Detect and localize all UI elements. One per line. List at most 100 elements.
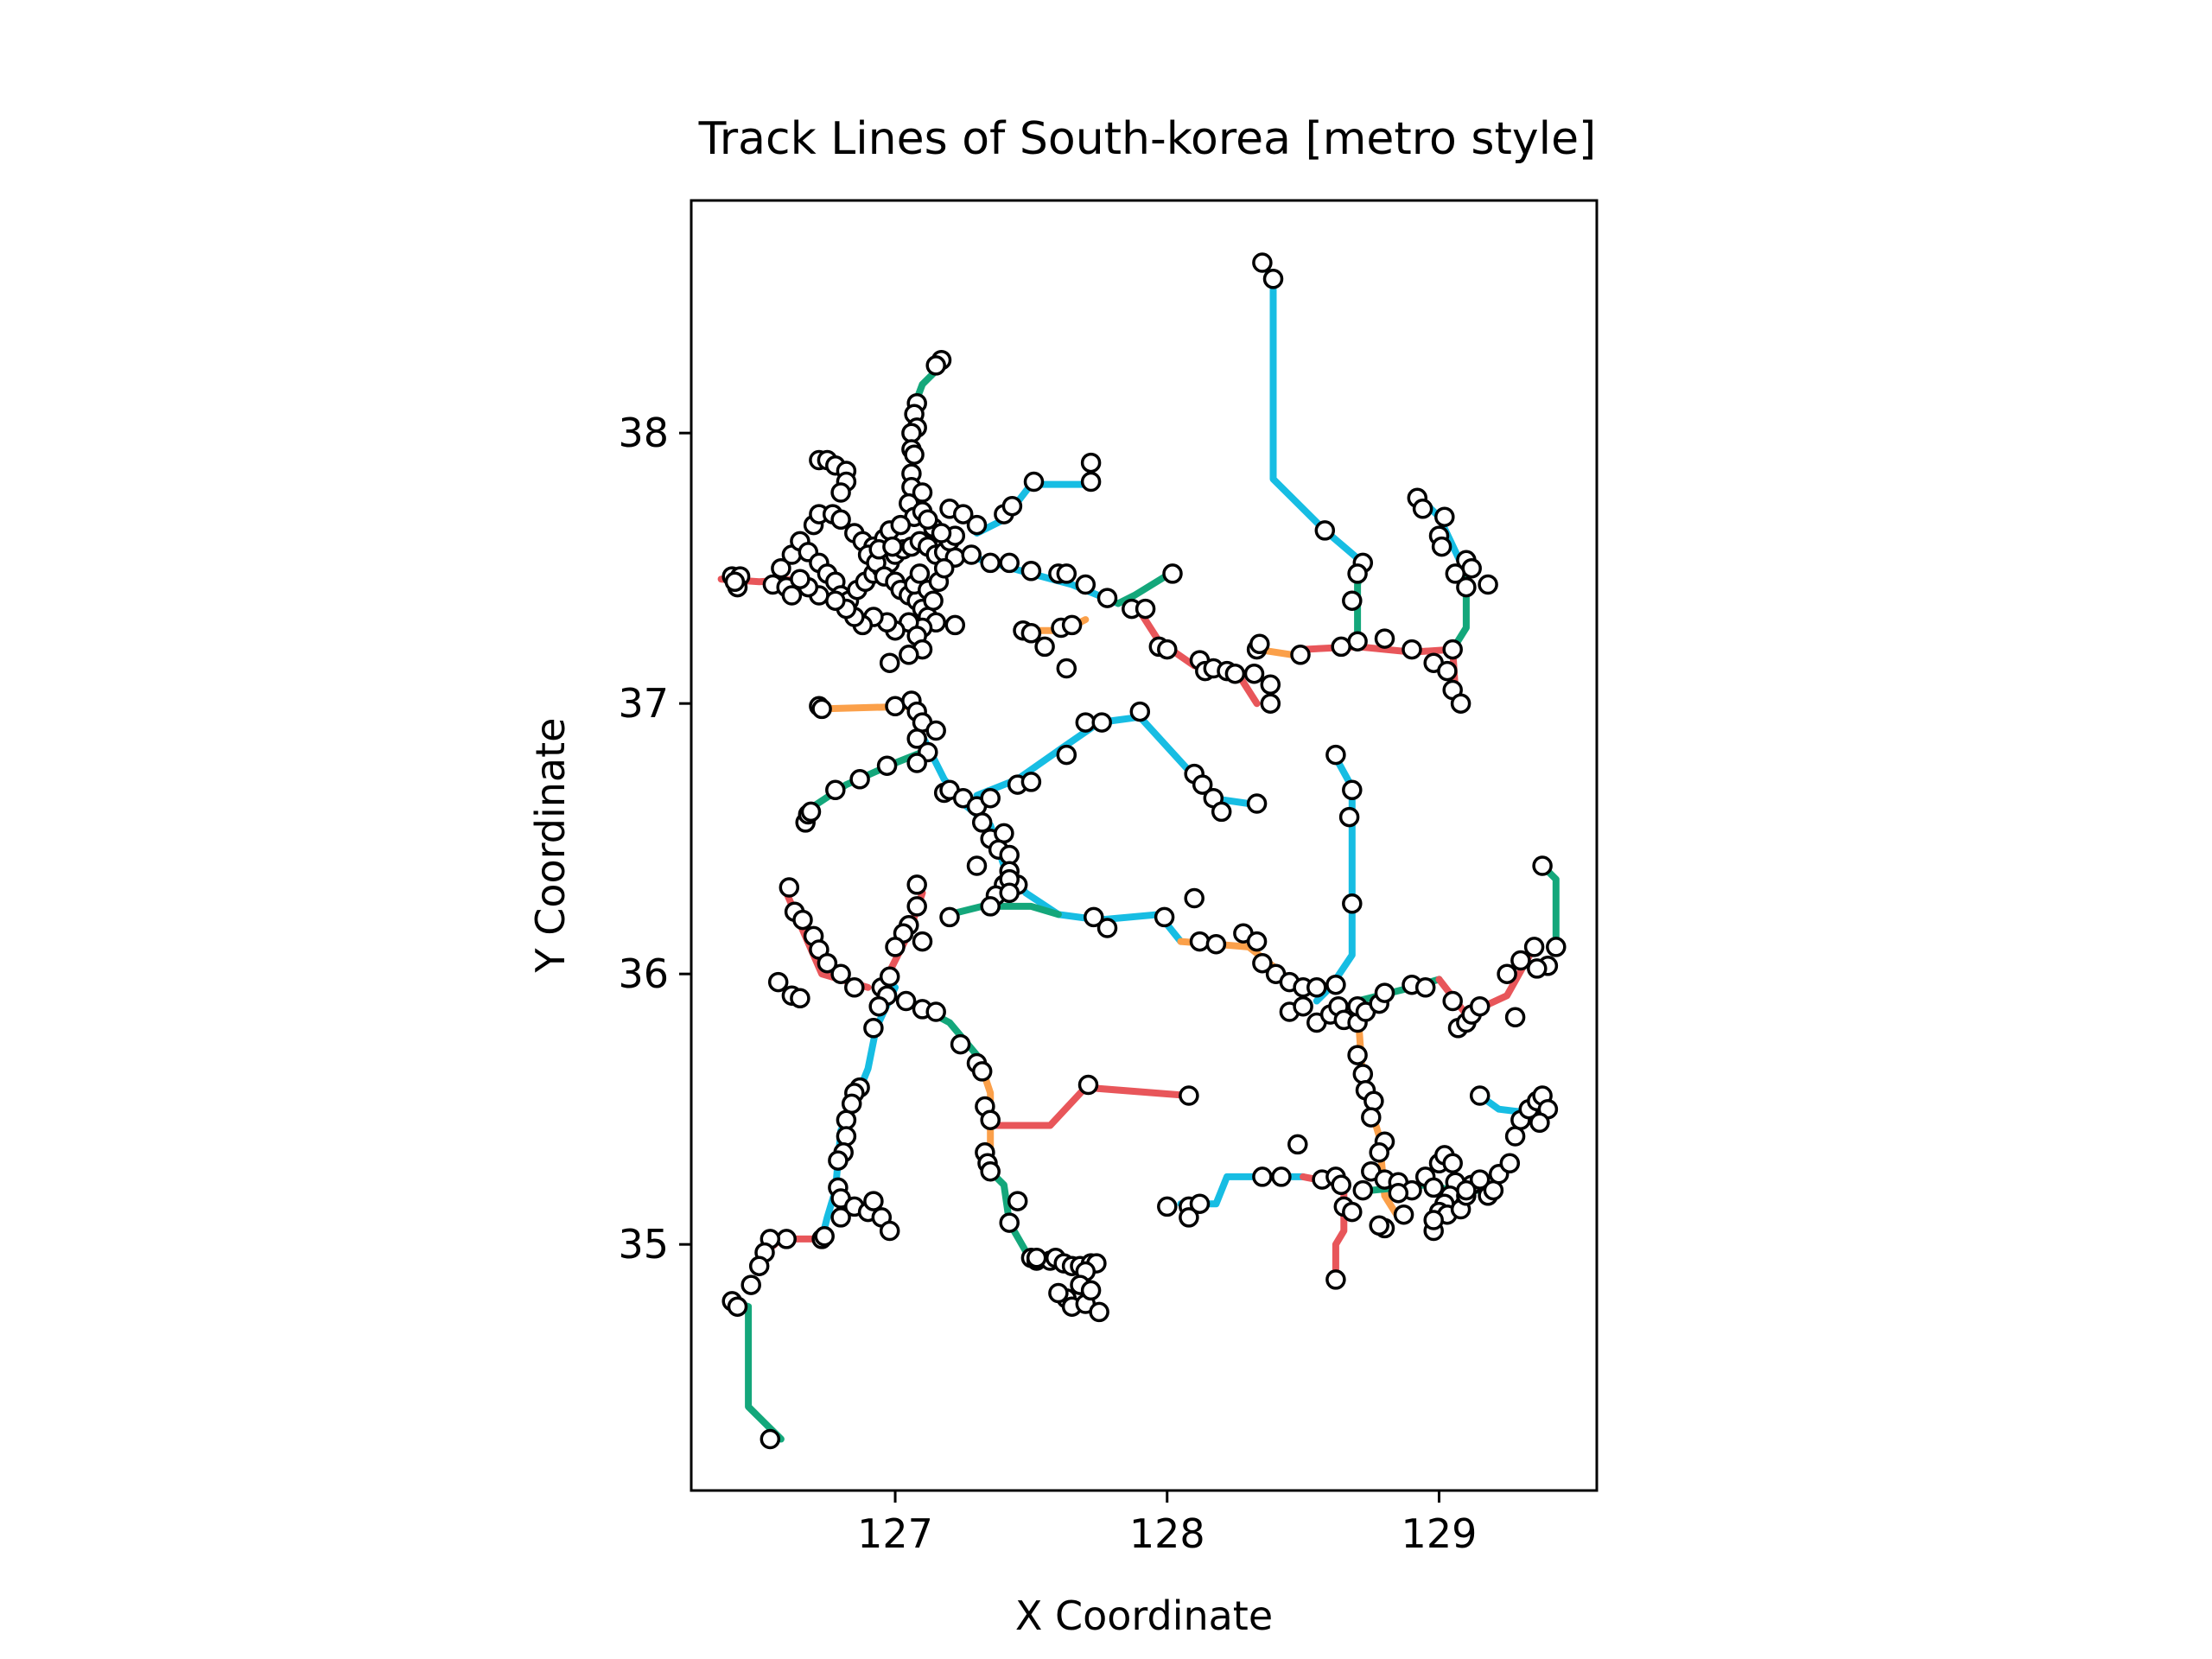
station-marker bbox=[1080, 471, 1102, 493]
station-marker bbox=[1412, 499, 1433, 519]
station-marker bbox=[1056, 658, 1077, 679]
station-marker bbox=[1369, 1142, 1389, 1163]
y-tick-label: 36 bbox=[618, 950, 669, 997]
station-marker bbox=[868, 995, 889, 1017]
station-marker bbox=[918, 509, 938, 531]
station-marker bbox=[1414, 977, 1436, 998]
station-marker bbox=[1154, 906, 1175, 928]
station-marker bbox=[1205, 933, 1227, 955]
x-axis: 127 128 129 bbox=[857, 1491, 1477, 1557]
station-marker bbox=[971, 1061, 993, 1082]
station-marker bbox=[1342, 590, 1363, 611]
station-marker bbox=[980, 787, 1001, 809]
station-marker bbox=[994, 823, 1014, 844]
station-marker bbox=[1342, 893, 1363, 914]
station-marker bbox=[1347, 563, 1368, 584]
station-marker bbox=[879, 966, 900, 988]
station-marker bbox=[1157, 1196, 1178, 1217]
station-marker bbox=[1461, 557, 1482, 579]
station-marker bbox=[1504, 1007, 1526, 1028]
station-marker bbox=[1129, 701, 1151, 722]
station-marker bbox=[1434, 506, 1455, 527]
station-marker bbox=[925, 1001, 946, 1022]
station-marker bbox=[1084, 906, 1104, 928]
y-tick-label: 38 bbox=[618, 410, 669, 456]
station-marker bbox=[1061, 614, 1083, 636]
station-marker bbox=[961, 544, 982, 565]
station-marker bbox=[1001, 495, 1023, 517]
station-marker bbox=[863, 1018, 884, 1039]
station-marker bbox=[814, 1226, 835, 1247]
axes-background bbox=[691, 200, 1597, 1491]
station-marker bbox=[1179, 1085, 1199, 1106]
station-marker bbox=[1342, 779, 1363, 801]
station-marker bbox=[950, 1033, 971, 1055]
station-marker bbox=[1532, 855, 1553, 876]
station-marker bbox=[1075, 574, 1096, 595]
station-marker bbox=[980, 552, 1001, 574]
station-marker bbox=[1192, 774, 1213, 795]
station-marker bbox=[800, 801, 822, 823]
x-axis-label: X Coordinate bbox=[1015, 1592, 1273, 1639]
station-marker bbox=[1179, 1207, 1199, 1228]
station-marker bbox=[1184, 887, 1205, 909]
station-marker bbox=[1388, 1182, 1409, 1204]
station-marker bbox=[1483, 1179, 1504, 1201]
station-marker bbox=[1347, 631, 1368, 652]
station-marker bbox=[1260, 674, 1281, 696]
station-marker bbox=[925, 355, 946, 376]
station-marker bbox=[1293, 995, 1313, 1017]
station-marker bbox=[906, 728, 927, 749]
station-marker bbox=[781, 585, 803, 606]
x-tick-label: 127 bbox=[857, 1510, 933, 1557]
station-marker bbox=[844, 977, 865, 998]
station-marker bbox=[760, 1428, 781, 1450]
station-marker bbox=[1402, 639, 1422, 660]
station-marker bbox=[830, 1207, 851, 1228]
station-marker bbox=[1369, 1215, 1389, 1236]
station-marker bbox=[771, 557, 791, 579]
station-marker bbox=[849, 769, 870, 790]
station-marker bbox=[836, 1126, 857, 1147]
track-line-green-11 bbox=[1115, 569, 1173, 607]
station-marker bbox=[1089, 1301, 1109, 1323]
station-marker bbox=[1056, 563, 1077, 584]
station-marker bbox=[939, 906, 960, 928]
station-marker bbox=[1499, 1153, 1521, 1174]
station-marker bbox=[980, 1109, 1001, 1130]
station-marker bbox=[724, 571, 746, 593]
station-marker bbox=[906, 753, 927, 773]
station-marker bbox=[1252, 252, 1273, 273]
station-marker bbox=[830, 482, 851, 503]
station-marker bbox=[1442, 1153, 1463, 1174]
station-marker bbox=[971, 812, 993, 833]
station-marker bbox=[1423, 1177, 1444, 1198]
station-marker bbox=[901, 423, 922, 443]
station-marker bbox=[1034, 636, 1055, 658]
station-marker bbox=[899, 645, 919, 665]
station-marker bbox=[1347, 1045, 1368, 1065]
station-marker bbox=[1007, 1191, 1028, 1211]
station-marker bbox=[1249, 633, 1270, 655]
station-marker bbox=[980, 1160, 1001, 1182]
station-marker bbox=[980, 896, 1001, 917]
station-marker bbox=[1361, 1107, 1382, 1128]
chart-title: Track Lines of South-korea [metro style] bbox=[698, 113, 1597, 165]
station-marker bbox=[1252, 1166, 1273, 1187]
station-marker bbox=[876, 755, 898, 776]
station-marker bbox=[817, 952, 838, 974]
station-marker bbox=[1331, 636, 1351, 658]
y-tick-label: 37 bbox=[618, 680, 669, 727]
y-axis-label: Y Coordinate bbox=[527, 718, 574, 974]
station-marker bbox=[909, 563, 931, 584]
station-marker bbox=[1342, 1201, 1363, 1223]
station-marker bbox=[1189, 931, 1211, 952]
station-marker bbox=[1523, 937, 1545, 957]
station-marker bbox=[790, 569, 810, 589]
station-marker bbox=[885, 937, 906, 957]
station-marker bbox=[1437, 660, 1458, 682]
station-marker bbox=[1314, 520, 1336, 541]
station-marker bbox=[1020, 561, 1042, 582]
station-marker bbox=[906, 874, 927, 895]
